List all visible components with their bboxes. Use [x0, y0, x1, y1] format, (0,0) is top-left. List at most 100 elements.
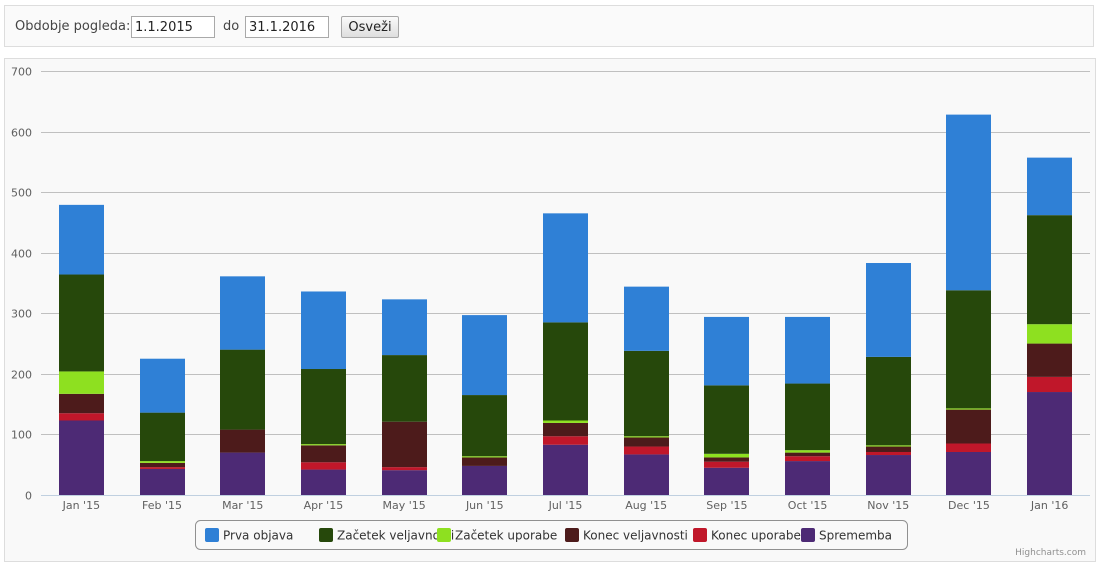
legend-item[interactable]: Konec veljavnosti [565, 528, 688, 543]
bar-segment[interactable] [624, 286, 669, 351]
bar-segment[interactable] [624, 454, 669, 495]
bar-segment[interactable] [382, 467, 427, 471]
bar-segment[interactable] [220, 429, 265, 453]
bar-segment[interactable] [140, 468, 185, 495]
bar-segment[interactable] [866, 445, 911, 447]
legend: Prva objava Začetek veljavnosti Začetek up… [195, 520, 908, 550]
bar-stack[interactable] [301, 291, 346, 495]
bar-segment[interactable] [382, 470, 427, 495]
bar-segment[interactable] [704, 457, 749, 462]
bar-segment[interactable] [59, 393, 104, 414]
bar-segment[interactable] [543, 322, 588, 421]
x-tick-label: Feb '15 [142, 499, 182, 512]
bar-segment[interactable] [382, 299, 427, 356]
bar-segment[interactable] [866, 356, 911, 446]
bar-segment[interactable] [1027, 392, 1072, 495]
bar-segment[interactable] [1027, 343, 1072, 377]
bar-stack[interactable] [866, 263, 911, 495]
bar-segment[interactable] [301, 469, 346, 495]
bar-segment[interactable] [704, 385, 749, 454]
bar-segment[interactable] [624, 436, 669, 438]
bar-segment[interactable] [704, 467, 749, 495]
bar-segment[interactable] [866, 455, 911, 495]
bar-segment[interactable] [59, 413, 104, 421]
bar-segment[interactable] [624, 446, 669, 455]
bar-segment[interactable] [1027, 215, 1072, 325]
bar-segment[interactable] [301, 369, 346, 445]
bar-segment[interactable] [946, 451, 991, 495]
bar-segment[interactable] [543, 420, 588, 423]
bar-segment[interactable] [866, 451, 911, 456]
bar-segment[interactable] [946, 443, 991, 452]
date-from-input[interactable] [131, 16, 215, 38]
bar-segment[interactable] [543, 436, 588, 445]
bar-stack[interactable] [140, 358, 185, 495]
bar-segment[interactable] [140, 462, 185, 468]
legend-item[interactable]: Prva objava [205, 528, 293, 543]
bar-segment[interactable] [785, 450, 830, 453]
bar-segment[interactable] [382, 421, 427, 468]
bar-segment[interactable] [462, 457, 507, 466]
bar-segment[interactable] [704, 453, 749, 458]
bar-segment[interactable] [624, 437, 669, 447]
bar-segment[interactable] [866, 263, 911, 357]
bar-stack[interactable] [382, 299, 427, 495]
bar-segment[interactable] [220, 276, 265, 350]
bar-segment[interactable] [382, 355, 427, 422]
bar-stack[interactable] [704, 316, 749, 495]
bar-segment[interactable] [59, 420, 104, 495]
bar-segment[interactable] [59, 371, 104, 394]
bar-segment[interactable] [543, 213, 588, 323]
legend-item[interactable]: Začetek veljavnosti [319, 528, 454, 543]
bar-segment[interactable] [301, 462, 346, 470]
bar-segment[interactable] [462, 395, 507, 457]
refresh-button[interactable]: Osveži [341, 16, 399, 38]
bar-segment[interactable] [946, 409, 991, 444]
bar-segment[interactable] [140, 461, 185, 463]
bar-segment[interactable] [624, 350, 669, 437]
bar-segment[interactable] [220, 452, 265, 495]
bar-stack[interactable] [543, 213, 588, 495]
bar-segment[interactable] [1027, 157, 1072, 216]
credits-link[interactable]: Highcharts.com [1015, 548, 1086, 558]
bar-segment[interactable] [462, 456, 507, 458]
bar-segment[interactable] [785, 316, 830, 384]
bar-segment[interactable] [785, 456, 830, 462]
date-range-filter-bar: Obdobje pogleda: do Osveži [4, 5, 1094, 47]
bar-segment[interactable] [785, 452, 830, 457]
bar-stack[interactable] [462, 315, 507, 495]
bar-stack[interactable] [946, 114, 991, 495]
legend-item[interactable]: Konec uporabe [693, 528, 801, 543]
bar-stack[interactable] [220, 276, 265, 495]
bar-segment[interactable] [704, 461, 749, 468]
bar-segment[interactable] [462, 465, 507, 495]
bar-segment[interactable] [59, 274, 104, 372]
bar-segment[interactable] [785, 461, 830, 495]
bar-segment[interactable] [462, 315, 507, 396]
bar-segment[interactable] [59, 204, 104, 275]
bar-stack[interactable] [1027, 157, 1072, 495]
bar-stack[interactable] [785, 316, 830, 495]
bar-segment[interactable] [140, 412, 185, 462]
bar-segment[interactable] [946, 290, 991, 409]
bar-segment[interactable] [301, 291, 346, 370]
bar-segment[interactable] [543, 422, 588, 437]
date-to-input[interactable] [245, 16, 329, 38]
bar-stack[interactable] [59, 204, 104, 495]
bar-segment[interactable] [785, 383, 830, 451]
bar-segment[interactable] [543, 444, 588, 495]
bar-segment[interactable] [301, 445, 346, 463]
bar-segment[interactable] [1027, 324, 1072, 344]
bar-segment[interactable] [946, 114, 991, 291]
bar-segment[interactable] [140, 467, 185, 469]
bar-segment[interactable] [866, 446, 911, 452]
bar-segment[interactable] [704, 316, 749, 386]
bar-segment[interactable] [220, 349, 265, 430]
bar-segment[interactable] [1027, 376, 1072, 393]
legend-item[interactable]: Začetek uporabe [437, 528, 557, 543]
bar-segment[interactable] [301, 444, 346, 446]
bar-stack[interactable] [624, 286, 669, 495]
legend-item[interactable]: Sprememba [801, 528, 892, 543]
bar-segment[interactable] [140, 358, 185, 413]
bar-segment[interactable] [946, 408, 991, 410]
